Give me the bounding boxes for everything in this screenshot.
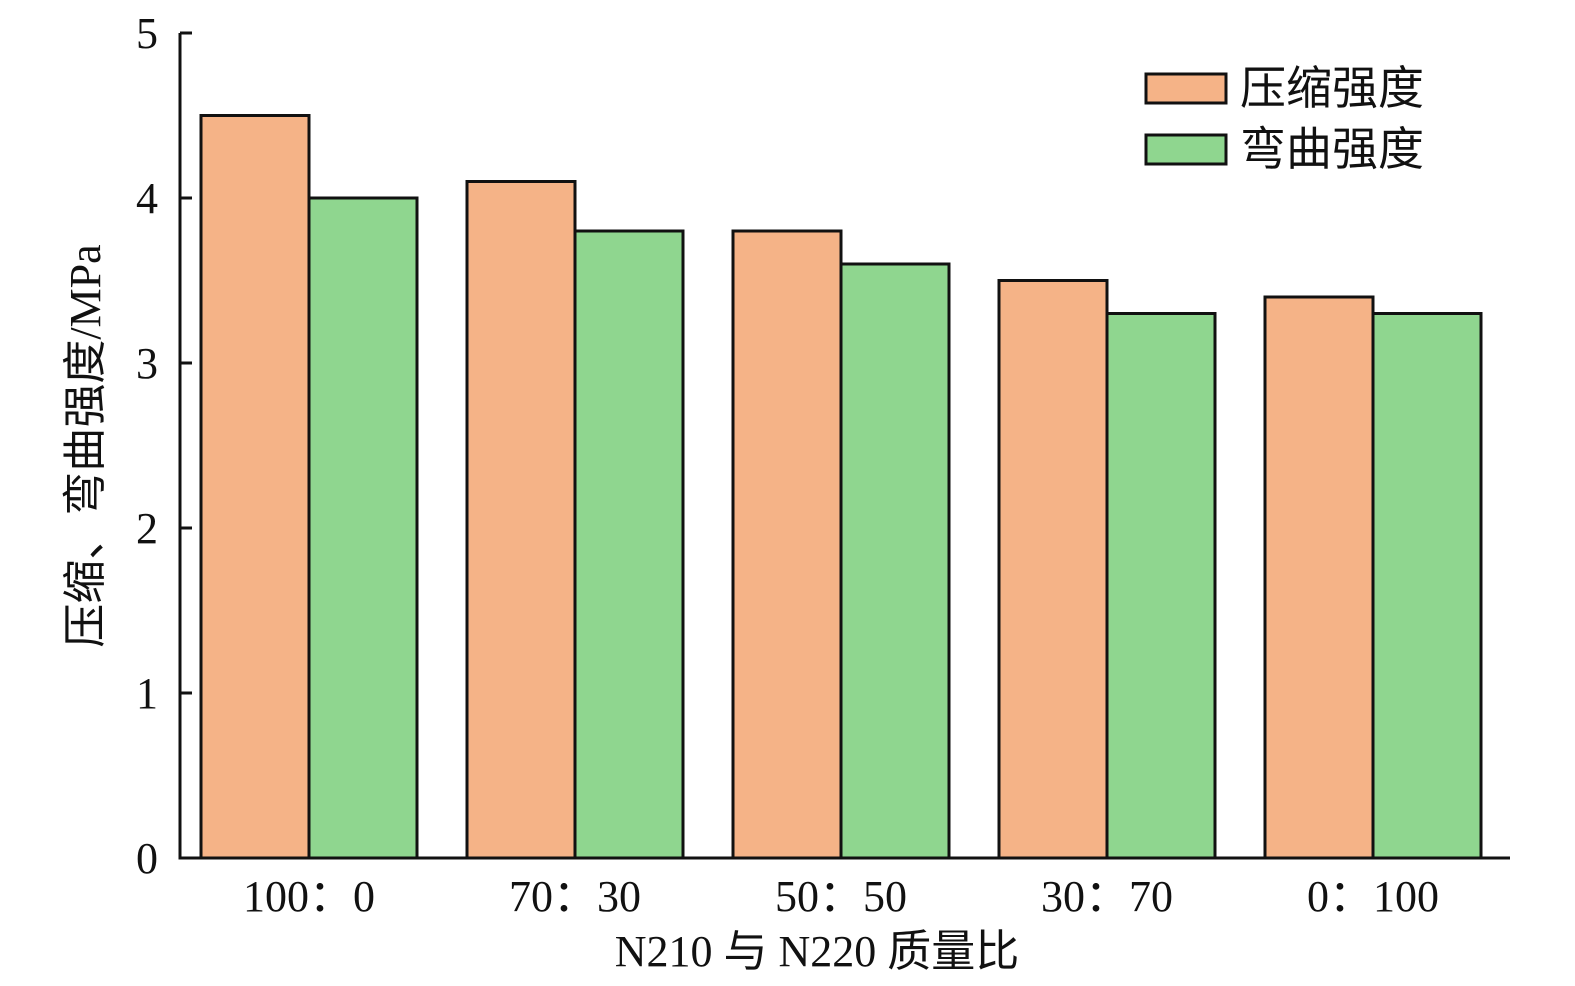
x-tick-label: 100：0 — [243, 872, 375, 921]
y-tick-label: 4 — [136, 174, 158, 223]
x-axis-title: N210 与 N220 质量比 — [615, 927, 1020, 976]
legend-swatch-compressive — [1144, 72, 1228, 105]
y-ticks-group: 0 1 2 3 4 5 — [136, 9, 192, 883]
bar-compressive-0 — [199, 114, 311, 860]
legend-swatch-flexural — [1144, 133, 1228, 166]
x-tick-label: 30：70 — [1041, 872, 1173, 921]
bar-compressive-2 — [731, 229, 843, 860]
bars-group — [199, 114, 1483, 860]
y-axis-title: 压缩、弯曲强度/MPa — [61, 244, 110, 647]
bar-compressive-4 — [1263, 295, 1375, 860]
y-tick-label: 1 — [136, 669, 158, 718]
x-tick-label: 0：100 — [1307, 872, 1439, 921]
bar-flexural-4 — [1371, 312, 1483, 860]
y-tick-label: 3 — [136, 339, 158, 388]
x-tick-label: 70：30 — [509, 872, 641, 921]
bar-flexural-0 — [307, 196, 419, 860]
bar-flexural-3 — [1105, 312, 1217, 860]
y-tick-label: 0 — [136, 834, 158, 883]
axes-group — [178, 33, 1510, 860]
y-tick-label: 5 — [136, 9, 158, 58]
bar-flexural-1 — [573, 229, 685, 860]
x-tick-label: 50：50 — [775, 872, 907, 921]
bar-compressive-3 — [997, 279, 1109, 860]
legend-label-flexural: 弯曲强度 — [1240, 124, 1424, 175]
y-tick-label: 2 — [136, 504, 158, 553]
bar-compressive-1 — [465, 180, 577, 860]
x-ticks-group: 100：0 70：30 50：50 30：70 0：100 — [243, 872, 1439, 921]
bar-flexural-2 — [839, 262, 951, 860]
legend-label-compressive: 压缩强度 — [1240, 63, 1424, 114]
